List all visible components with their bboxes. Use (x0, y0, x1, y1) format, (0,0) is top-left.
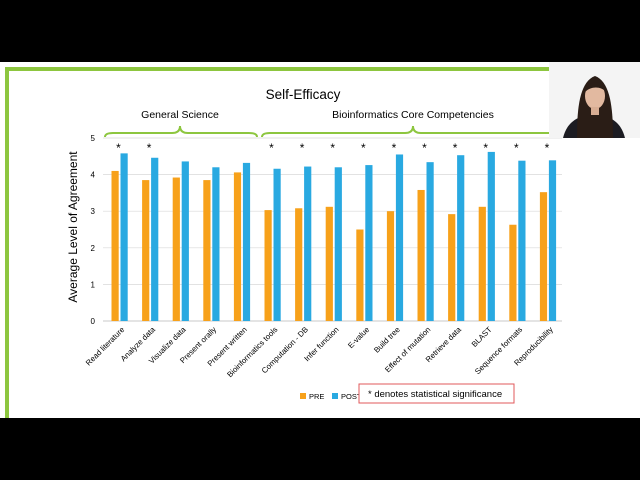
y-tick-label: 4 (91, 171, 96, 180)
presentation-slide (5, 62, 640, 418)
significance-star: * (392, 141, 397, 155)
significance-star: * (361, 141, 366, 155)
significance-star: * (330, 141, 335, 155)
y-tick-label: 2 (91, 244, 96, 253)
significance-star: * (147, 141, 152, 155)
significance-note: * denotes statistical significance (368, 389, 502, 400)
bar-pre (233, 172, 242, 321)
bar-post (304, 166, 312, 321)
bar-post (518, 160, 526, 321)
bar-pre (386, 211, 395, 321)
bar-post (426, 162, 434, 321)
group-braces (104, 125, 563, 138)
slide-title: Self-Efficacy (266, 87, 341, 102)
bar-pre (417, 189, 425, 321)
significance-star: * (116, 141, 121, 155)
significance-star: * (545, 141, 550, 155)
bar-post (395, 154, 404, 321)
bar-post (120, 153, 128, 321)
bar-post (242, 162, 251, 321)
bar-pre (264, 210, 272, 321)
bar-post (365, 165, 373, 321)
letterbox-top (0, 0, 640, 62)
bar-post (548, 160, 557, 321)
group-label-bioinformatics: Bioinformatics Core Competencies (332, 109, 494, 121)
chart-legend: PRE POST (300, 392, 362, 401)
bar-post (151, 157, 159, 321)
legend-label-post: POST (341, 392, 362, 401)
significance-star: * (483, 141, 488, 155)
significance-star: * (422, 141, 427, 155)
bar-pre (295, 208, 303, 321)
legend-swatch-pre (300, 393, 306, 399)
bars (111, 151, 557, 321)
y-tick-label: 5 (91, 134, 96, 143)
significance-note-box (358, 383, 515, 404)
bar-pre (509, 224, 517, 321)
bar-post (334, 167, 342, 321)
bar-pre (325, 206, 333, 321)
bar-pre (448, 214, 456, 321)
significance-star: * (453, 141, 458, 155)
bar-pre (478, 206, 486, 321)
bar-pre (539, 192, 548, 321)
slide-frame-left-border (5, 67, 9, 418)
y-tick-label: 3 (91, 207, 96, 216)
bar-pre (111, 170, 119, 321)
group-label-general-science: General Science (141, 109, 219, 121)
x-tick-label: Build tree (372, 325, 402, 355)
y-tick-label: 1 (91, 280, 96, 289)
significance-star: * (514, 141, 519, 155)
bar-pre (203, 180, 211, 321)
speaker-video-tile (549, 62, 640, 138)
y-axis-label: Average Level of Agreement (66, 151, 80, 303)
bar-post (487, 151, 495, 321)
y-tick-label: 0 (91, 317, 96, 326)
slide-frame-top-border (5, 67, 640, 71)
x-tick-label: Read literature (84, 325, 127, 368)
bar-pre (142, 180, 150, 321)
bar-pre (172, 177, 180, 321)
x-tick-label: BLAST (470, 325, 494, 349)
group-brace (104, 125, 258, 138)
significance-markers: * * * * * * * * * * * * (116, 141, 549, 155)
x-tick-label: E-value (346, 325, 371, 350)
y-tick-labels: 0 1 2 3 4 5 (91, 134, 96, 326)
group-brace (261, 125, 563, 138)
bar-post (181, 161, 189, 321)
bar-post (273, 168, 281, 321)
letterbox-bottom (0, 418, 640, 480)
significance-star: * (300, 141, 305, 155)
bar-pre (356, 229, 364, 321)
legend-swatch-post (332, 393, 338, 399)
bar-post (457, 155, 465, 321)
bar-post (212, 167, 220, 321)
legend-label-pre: PRE (309, 392, 324, 401)
speaker-icon (549, 62, 640, 138)
significance-star: * (269, 141, 274, 155)
